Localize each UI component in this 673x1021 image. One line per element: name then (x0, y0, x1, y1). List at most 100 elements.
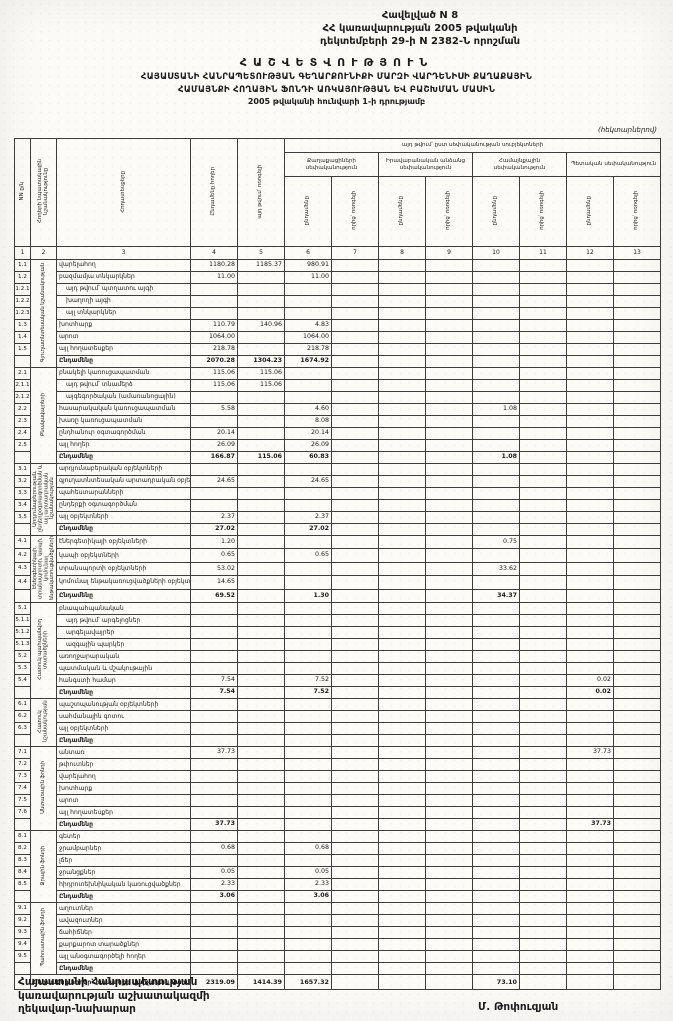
table-row: Ընդամենը 37.73 37.73 (14, 818, 662, 832)
value-cell (425, 391, 473, 404)
value-cell (472, 602, 520, 616)
value-cell (425, 439, 473, 452)
row-code: 9.5 (14, 950, 31, 964)
value-cell (378, 283, 426, 296)
row-code: 2.2 (14, 403, 31, 416)
table-row: 7.5 արոտ (14, 794, 662, 808)
row-code: 7.6 (14, 806, 31, 820)
value-cell (472, 758, 520, 772)
value-cell (331, 614, 379, 628)
value-cell (519, 902, 567, 916)
value-cell (612, 499, 662, 512)
value-cell (425, 722, 473, 736)
value-cell (237, 523, 285, 536)
value-cell (612, 259, 662, 272)
value-cell (472, 319, 520, 332)
row-code: 8.3 (14, 854, 31, 868)
value-cell (612, 722, 662, 736)
value-cell (190, 698, 238, 712)
value-cell: 1674.92 (284, 355, 332, 368)
value-cell (566, 914, 614, 928)
value-cell: 34.37 (472, 588, 520, 604)
value-cell: 1.30 (284, 588, 332, 604)
value-cell (284, 818, 332, 832)
value-cell: 5.58 (190, 403, 238, 416)
land-type-name: այլ օբյեկտների (56, 722, 191, 736)
value-cell: 218.78 (284, 343, 332, 356)
table-row: 2.5 այլ հողեր 26.09 26.09 (14, 439, 662, 452)
value-cell (519, 974, 567, 991)
table-row: 2.1.1 այդ թվում՝ տնամերձ 115.06 115.06 (14, 379, 662, 392)
value-cell (425, 355, 473, 368)
row-code: 1.2.3 (14, 307, 31, 320)
value-cell (472, 355, 520, 368)
value-cell (425, 415, 473, 428)
land-type-name: ընդերքի օգտագործման (56, 499, 191, 512)
value-cell: 110.79 (190, 319, 238, 332)
value-cell (612, 674, 662, 688)
value-cell (425, 974, 473, 991)
value-cell (378, 926, 426, 940)
value-cell (425, 842, 473, 856)
value-cell (425, 794, 473, 808)
value-cell (378, 662, 426, 676)
table-row: Ընդամենը 7.54 7.52 0.02 (14, 686, 662, 700)
land-type-name: բազմամյա տնկարկներ (56, 271, 191, 284)
value-cell: 69.52 (190, 588, 238, 604)
value-cell (378, 403, 426, 416)
value-cell (378, 842, 426, 856)
value-cell (237, 439, 285, 452)
value-cell (237, 271, 285, 284)
table-row: 5.1.1 այդ թվում՝ արգելոցներ (14, 614, 662, 628)
value-cell (566, 866, 614, 880)
value-cell (612, 487, 662, 500)
value-cell (566, 770, 614, 784)
value-cell (237, 866, 285, 880)
value-cell (519, 878, 567, 892)
value-cell (425, 818, 473, 832)
row-code: 7.1 (14, 746, 31, 760)
value-cell (519, 710, 567, 724)
value-cell (472, 283, 520, 296)
column-number: 12 (566, 246, 614, 260)
value-cell (612, 710, 662, 724)
value-cell (566, 626, 614, 640)
value-cell (519, 950, 567, 964)
value-cell (378, 295, 426, 308)
value-cell (378, 561, 426, 577)
value-cell (284, 938, 332, 952)
value-cell (331, 439, 379, 452)
value-cell (612, 794, 662, 808)
value-cell (378, 866, 426, 880)
value-cell (472, 710, 520, 724)
value-cell (331, 475, 379, 488)
value-cell (331, 878, 379, 892)
row-code: 6.2 (14, 710, 31, 724)
value-cell (284, 391, 332, 404)
value-cell (566, 710, 614, 724)
value-cell (331, 487, 379, 500)
value-cell (472, 674, 520, 688)
land-type-name: պատմական և մշակութային (56, 662, 191, 676)
value-cell (284, 638, 332, 652)
value-cell (378, 588, 426, 604)
value-cell (472, 487, 520, 500)
value-cell (425, 403, 473, 416)
value-cell (237, 938, 285, 952)
value-cell (566, 427, 614, 440)
land-type-name: արոտ (56, 794, 191, 808)
land-type-name: պահեստարանների (56, 487, 191, 500)
value-cell: 1414.39 (237, 974, 285, 991)
column-number: 10 (472, 246, 520, 260)
value-cell (378, 626, 426, 640)
value-cell (566, 379, 614, 392)
value-cell (331, 307, 379, 320)
land-type-name: ազգային պարկեր (56, 638, 191, 652)
value-cell: 1657.32 (284, 974, 332, 991)
value-cell (237, 806, 285, 820)
value-cell (425, 854, 473, 868)
col-header-total: Ընդամենը հողեր (190, 138, 238, 247)
value-cell (237, 638, 285, 652)
value-cell (237, 662, 285, 676)
value-cell (331, 722, 379, 736)
